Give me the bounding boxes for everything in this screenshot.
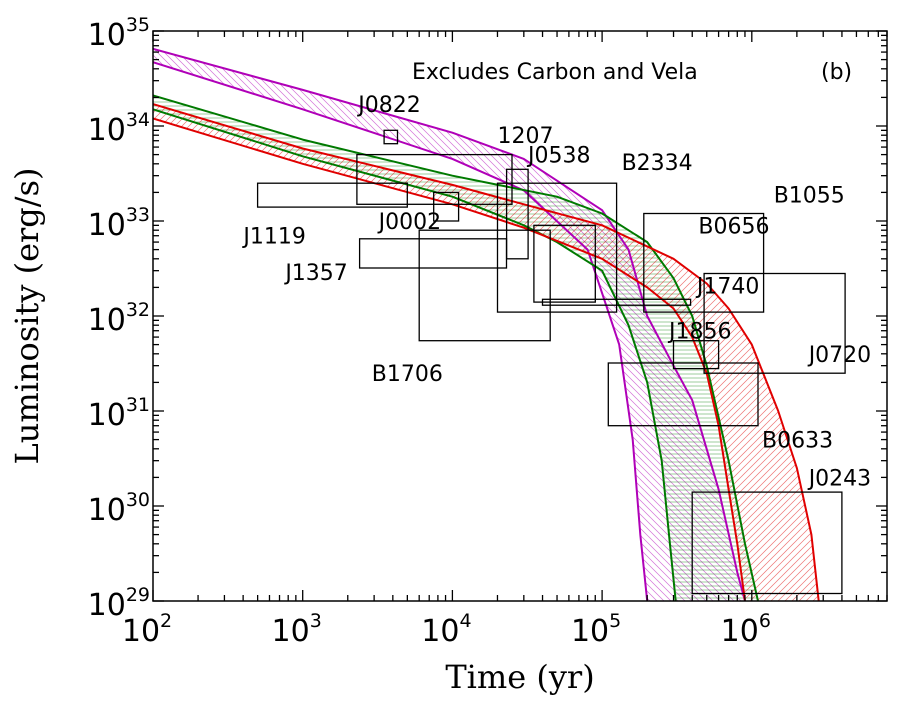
curve-magenta-lower [153, 61, 649, 601]
source-box-b2334 [496, 182, 618, 313]
x-tick-label: 103 [272, 610, 322, 649]
source-box-j0002 [433, 191, 460, 222]
source-label-b1706: B1706 [372, 362, 443, 387]
band-red [153, 104, 819, 601]
source-box-j0720 [703, 272, 846, 374]
x-tick-label: 105 [571, 610, 621, 649]
x-tick-label: 102 [122, 610, 172, 649]
y-tick-label: 1034 [88, 109, 150, 148]
axis-ticks: 102 103 104 105 106 1029 1030 1031 1032 1033 1034 1… [88, 14, 888, 649]
source-box-j0822 [383, 129, 399, 145]
source-label-j1856: J1856 [667, 320, 731, 345]
source-box-j1119 [256, 182, 408, 208]
source-label-j0720: J0720 [807, 343, 871, 368]
source-label-b0656: B0656 [698, 214, 769, 239]
source-box-j0538 [505, 168, 529, 260]
source-label-j1357: J1357 [283, 261, 347, 286]
cooling-curves [153, 47, 820, 601]
source-label-j1119: J1119 [241, 225, 305, 250]
source-box-b0656 [533, 224, 596, 303]
y-tick-label: 1035 [88, 14, 150, 53]
source-box-j1740 [541, 298, 692, 306]
source-boxes [256, 129, 846, 595]
source-label-1207: 1207 [498, 124, 554, 149]
curve-green-upper [153, 94, 759, 601]
y-tick-label: 1029 [88, 584, 150, 623]
curve-magenta-upper [153, 47, 746, 601]
source-label-j0822: J0822 [356, 93, 420, 118]
source-label-j0243: J0243 [807, 466, 871, 491]
x-tick-label: 106 [721, 610, 771, 649]
band-green [153, 95, 758, 601]
source-label-j1740: J1740 [695, 274, 759, 299]
x-tick-label: 104 [421, 610, 471, 649]
source-box-j1856 [672, 340, 720, 370]
curve-red-upper [153, 103, 820, 601]
source-box-1207 [356, 153, 513, 205]
panel-label: (b) [821, 60, 852, 85]
y-tick-label: 1032 [88, 299, 150, 338]
y-tick-label: 1033 [88, 204, 150, 243]
source-label-j0538: J0538 [526, 144, 590, 169]
y-tick-label: 1030 [88, 489, 150, 528]
source-label-b2334: B2334 [622, 151, 693, 176]
x-axis-label: Time (yr) [445, 658, 594, 696]
source-label-b0633: B0633 [762, 429, 833, 454]
y-axis-label: Luminosity (erg/s) [8, 168, 46, 465]
y-tick-label: 1031 [88, 394, 150, 433]
chart-title: Excludes Carbon and Vela [412, 60, 698, 85]
source-box-j1357 [358, 238, 508, 269]
source-label-j0002: J0002 [377, 210, 441, 235]
source-box-b1706 [418, 229, 551, 342]
source-box-b0633 [607, 362, 759, 427]
source-label-b1055: B1055 [774, 184, 845, 209]
source-box-j0243 [691, 491, 843, 595]
hatched-bands [153, 48, 819, 601]
